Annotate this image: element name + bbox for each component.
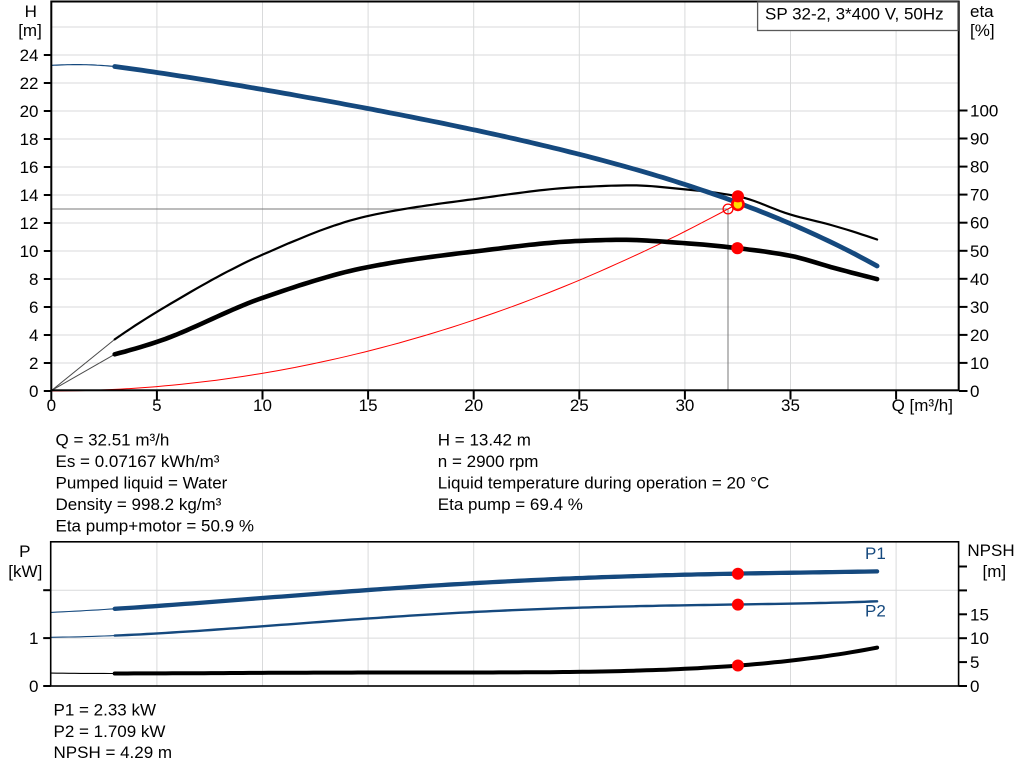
svg-text:P2 = 1.709 kW: P2 = 1.709 kW [54,722,166,741]
svg-text:22: 22 [20,74,39,93]
svg-text:Q = 32.51 m³/h: Q = 32.51 m³/h [56,431,170,450]
svg-text:4: 4 [29,326,38,345]
svg-text:16: 16 [20,158,39,177]
svg-text:[kW]: [kW] [8,562,42,581]
svg-text:40: 40 [970,270,989,289]
svg-text:SP 32-2, 3*400 V, 50Hz: SP 32-2, 3*400 V, 50Hz [765,5,944,24]
svg-text:15: 15 [970,605,989,624]
svg-text:NPSH: NPSH [967,541,1014,560]
svg-text:[m]: [m] [982,562,1006,581]
svg-text:100: 100 [970,102,998,121]
svg-text:10: 10 [970,354,989,373]
svg-text:0: 0 [29,382,38,401]
svg-text:0: 0 [47,396,56,415]
svg-text:Eta pump+motor = 50.9 %: Eta pump+motor = 50.9 % [56,517,254,536]
svg-text:18: 18 [20,130,39,149]
svg-text:5: 5 [970,653,979,672]
svg-text:35: 35 [781,396,800,415]
svg-text:10: 10 [20,242,39,261]
svg-text:90: 90 [970,130,989,149]
svg-text:P2: P2 [865,602,886,621]
svg-text:14: 14 [20,186,39,205]
svg-text:Q [m³/h]: Q [m³/h] [892,396,953,415]
svg-text:Es = 0.07167 kWh/m³: Es = 0.07167 kWh/m³ [56,452,220,471]
svg-text:2: 2 [29,354,38,373]
svg-text:H: H [25,2,37,21]
svg-text:10: 10 [970,629,989,648]
svg-text:0: 0 [29,677,38,696]
svg-text:0: 0 [970,382,979,401]
svg-text:P1 = 2.33 kW: P1 = 2.33 kW [54,701,157,720]
svg-text:60: 60 [970,214,989,233]
svg-text:NPSH = 4.29 m: NPSH = 4.29 m [54,743,173,762]
svg-text:20: 20 [464,396,483,415]
svg-text:n = 2900 rpm: n = 2900 rpm [438,452,539,471]
svg-text:5: 5 [152,396,161,415]
svg-text:50: 50 [970,242,989,261]
svg-text:Pumped liquid = Water: Pumped liquid = Water [56,474,228,493]
svg-text:8: 8 [29,270,38,289]
svg-text:24: 24 [20,46,39,65]
svg-text:Eta pump = 69.4 %: Eta pump = 69.4 % [438,495,583,514]
svg-text:Density = 998.2 kg/m³: Density = 998.2 kg/m³ [56,495,222,514]
svg-text:6: 6 [29,298,38,317]
svg-text:30: 30 [675,396,694,415]
svg-text:70: 70 [970,186,989,205]
svg-text:[m]: [m] [18,21,42,40]
svg-text:H = 13.42 m: H = 13.42 m [438,431,531,450]
svg-text:1: 1 [29,629,38,648]
svg-text:Liquid temperature during oper: Liquid temperature during operation = 20… [438,474,769,493]
svg-text:0: 0 [970,677,979,696]
svg-text:12: 12 [20,214,39,233]
svg-text:P1: P1 [865,544,886,563]
svg-text:eta: eta [970,2,994,21]
svg-text:P: P [19,542,30,561]
svg-text:80: 80 [970,158,989,177]
svg-text:15: 15 [359,396,378,415]
svg-text:30: 30 [970,298,989,317]
svg-text:20: 20 [20,102,39,121]
svg-text:20: 20 [970,326,989,345]
svg-text:25: 25 [570,396,589,415]
svg-text:10: 10 [253,396,272,415]
svg-text:[%]: [%] [970,21,995,40]
